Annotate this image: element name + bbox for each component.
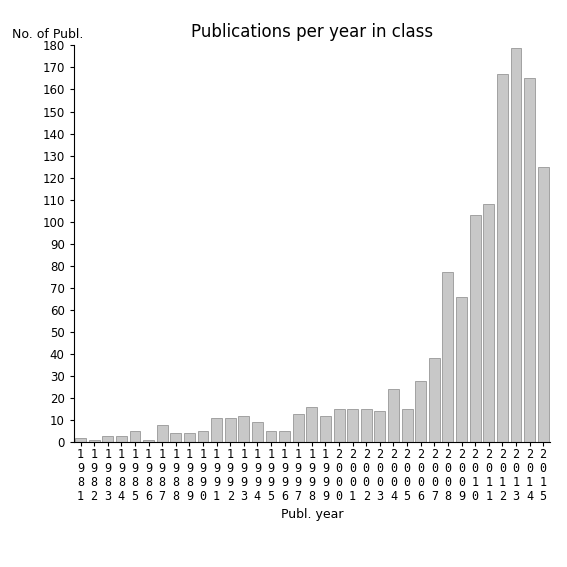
Bar [524,78,535,442]
Bar [88,440,100,442]
Bar [442,273,454,442]
Bar [306,407,318,442]
Title: Publications per year in class: Publications per year in class [191,23,433,41]
Bar [116,435,127,442]
Bar [129,431,141,442]
Bar [184,433,195,442]
Bar [238,416,249,442]
Bar [429,358,440,442]
Bar [361,409,372,442]
Bar [469,215,481,442]
Bar [279,431,290,442]
Bar [333,409,345,442]
Bar [401,409,413,442]
Bar [293,413,304,442]
Bar [252,422,263,442]
Bar [538,167,549,442]
Bar [156,425,168,442]
Bar [75,438,86,442]
Bar [388,390,399,442]
Text: No. of Publ.: No. of Publ. [12,28,83,41]
Bar [197,431,209,442]
Bar [374,412,386,442]
Bar [510,48,522,442]
Bar [456,297,467,442]
Bar [102,435,113,442]
Bar [497,74,508,442]
Bar [320,416,331,442]
Bar [225,418,236,442]
Bar [143,440,154,442]
Bar [483,204,494,442]
Bar [265,431,277,442]
X-axis label: Publ. year: Publ. year [281,509,343,522]
Bar [170,433,181,442]
Bar [415,380,426,442]
Bar [211,418,222,442]
Bar [347,409,358,442]
